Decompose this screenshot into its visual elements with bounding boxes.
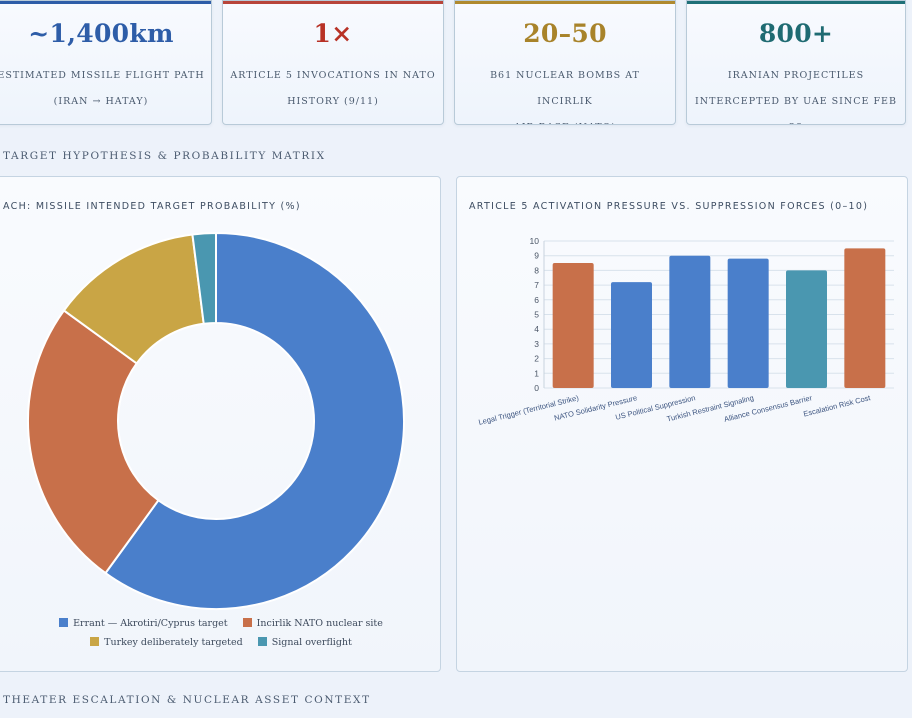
stat-label-line2: (Iran → Hatay) — [53, 96, 149, 107]
legend-label: Signal overflight — [271, 637, 352, 648]
donut-slice-3[interactable] — [191, 231, 217, 325]
donut-chart-title: ACH: MISSILE INTENDED TARGET PROBABILITY… — [3, 201, 301, 212]
stat-card-intercepted: 800+ Iranian projectiles intercepted by … — [686, 0, 906, 125]
legend-item-signal[interactable]: Signal overflight — [257, 637, 352, 648]
legend-item-incirlik[interactable]: Incirlik NATO nuclear site — [242, 618, 383, 629]
stat-label-line2: air base (NATO) — [461, 115, 669, 124]
section-title-matrix: TARGET HYPOTHESIS & PROBABILITY MATRIX — [3, 150, 326, 162]
stat-card-b61-bombs: 20–50 B61 nuclear bombs at Incirlik air … — [454, 0, 676, 125]
stat-card-accent-bar — [687, 1, 905, 4]
stat-label: Iranian projectiles intercepted by UAE s… — [693, 63, 899, 124]
stat-label: Article 5 invocations in NATO history (9… — [229, 63, 437, 115]
legend-swatch — [90, 637, 100, 646]
stat-card-accent-bar — [223, 1, 443, 4]
donut-slice-0[interactable] — [104, 231, 405, 610]
stat-label: B61 nuclear bombs at Incirlik air base (… — [461, 63, 669, 124]
stat-value: ~1,400km — [28, 19, 174, 48]
stat-card-accent-bar — [0, 1, 211, 4]
stat-label-line1: B61 nuclear bombs at Incirlik — [490, 70, 640, 107]
stat-card-article5: 1× Article 5 invocations in NATO history… — [222, 0, 444, 125]
bar-chart-title: ARTICLE 5 ACTIVATION PRESSURE VS. SUPPRE… — [469, 201, 869, 212]
bar-chart-panel: ARTICLE 5 ACTIVATION PRESSURE VS. SUPPRE… — [456, 176, 908, 672]
stat-label: Estimated missile flight path (Iran → Ha… — [0, 63, 205, 115]
stat-label-line1: Article 5 invocations in NATO — [230, 70, 436, 81]
legend-label: Incirlik NATO nuclear site — [256, 618, 383, 629]
stat-value: 800+ — [758, 19, 834, 48]
donut-slice-1[interactable] — [27, 309, 160, 575]
legend-item-errant[interactable]: Errant — Akrotiri/Cyprus target — [59, 618, 228, 629]
legend-label: Errant — Akrotiri/Cyprus target — [73, 618, 228, 629]
stat-card-flight-path: ~1,400km Estimated missile flight path (… — [0, 0, 212, 125]
stat-card-accent-bar — [455, 1, 675, 4]
legend-swatch — [59, 618, 69, 627]
stat-label-line2: history (9/11) — [287, 96, 379, 107]
stat-label-line1: Estimated missile flight path — [0, 70, 205, 81]
stat-value: 1× — [313, 19, 353, 48]
legend-label: Turkey deliberately targeted — [104, 637, 243, 648]
stat-label-line1: Iranian projectiles — [727, 70, 865, 81]
donut-chart — [27, 231, 405, 610]
stat-label-line2: intercepted by UAE since Feb 28 — [695, 96, 897, 124]
section-title-theater: THEATER ESCALATION & NUCLEAR ASSET CONTE… — [3, 694, 371, 706]
legend-swatch — [257, 637, 267, 646]
stat-value: 20–50 — [523, 19, 607, 48]
legend-swatch — [242, 618, 252, 627]
legend-item-turkey[interactable]: Turkey deliberately targeted — [90, 637, 243, 648]
